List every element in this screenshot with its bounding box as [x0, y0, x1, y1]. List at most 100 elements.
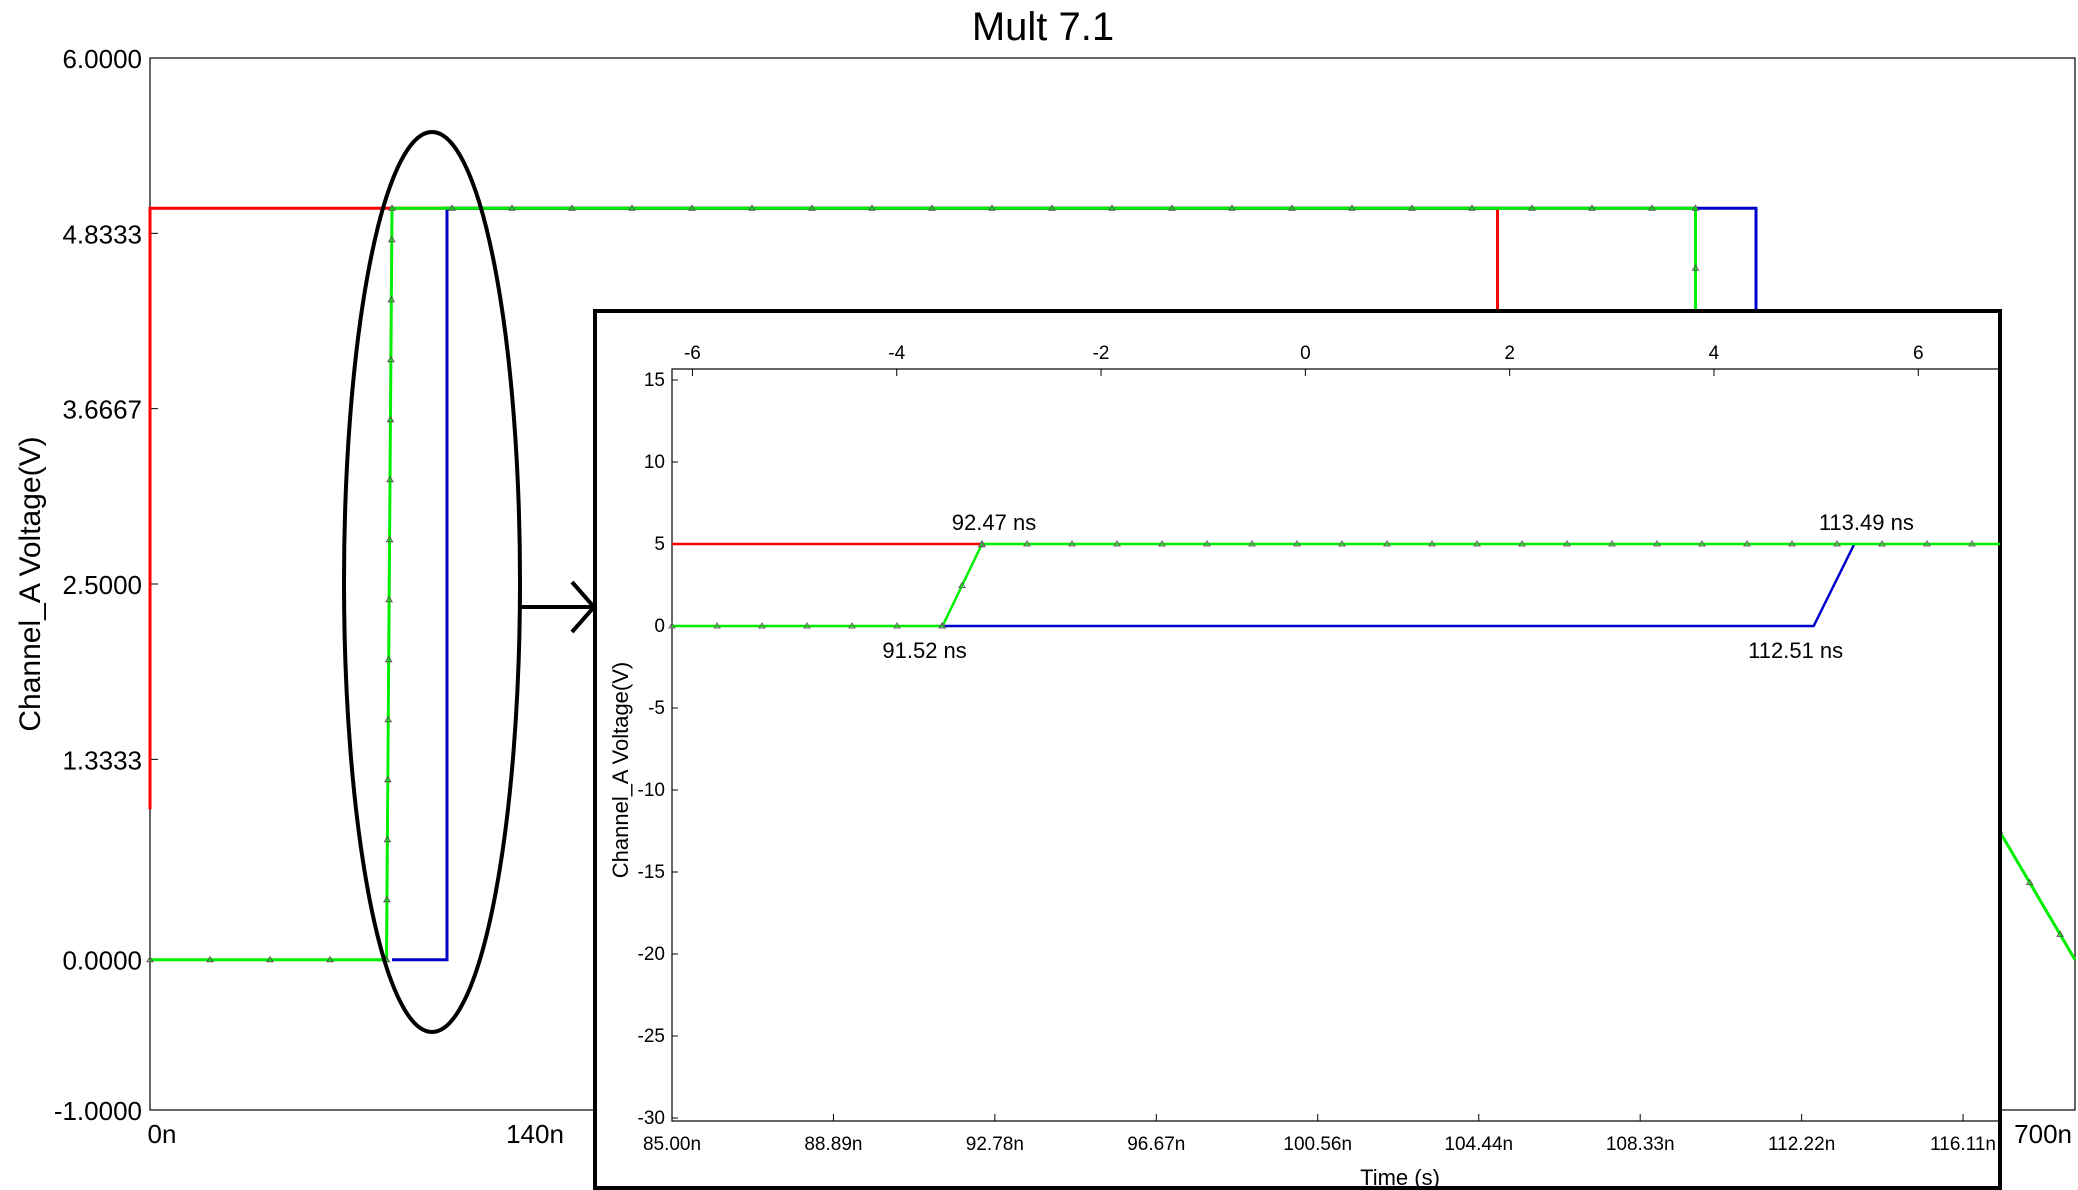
inset-series-marker [893, 622, 901, 629]
inset-series-marker [1923, 540, 1931, 547]
inset-series-marker [938, 622, 947, 629]
inset-x-tick-label: 116.11n [1930, 1134, 1996, 1155]
inset-top-axis-ticks: -6 -4 -2 0 2 4 6 [684, 343, 1924, 376]
main-series-marker [385, 595, 394, 603]
main-series-marker [2025, 878, 2034, 886]
inset-annotation: 113.49 ns [1819, 510, 1914, 535]
inset-y-tick-label: 0 [654, 616, 665, 637]
main-y-tick-label: 3.6667 [62, 395, 142, 425]
inset-series-marker [1968, 540, 1976, 547]
main-series-marker [1288, 204, 1296, 211]
main-series-marker [387, 235, 396, 243]
inset-series-marker [803, 622, 811, 629]
main-series-marker [386, 475, 394, 483]
inset-series-marker [1293, 540, 1301, 547]
inset-series-marker [1698, 540, 1706, 547]
inset-series-marker [1023, 540, 1031, 547]
inset-y-tick-label: 15 [644, 370, 665, 391]
main-series-marker [266, 955, 274, 963]
main-series-marker [628, 204, 636, 211]
main-series-marker [384, 715, 393, 723]
main-series-marker [326, 955, 334, 963]
main-y-tick-label: 6.0000 [62, 44, 142, 74]
main-y-tick-label: -1.0000 [54, 1096, 142, 1126]
main-series-marker [508, 204, 516, 211]
main-series-marker [1048, 204, 1056, 211]
inset-series-marker [1788, 540, 1796, 547]
main-series-marker [1348, 204, 1356, 211]
inset-y-tick-label: -25 [638, 1026, 665, 1047]
main-series-marker [387, 355, 395, 363]
inset-annotations: 92.47 ns 91.52 ns 113.49 ns 112.51 ns [882, 510, 1913, 663]
main-series-marker [2056, 930, 2064, 937]
main-y-tick-label: 4.8333 [62, 219, 142, 249]
main-series-marker [808, 204, 816, 211]
inset-x-tick-label: 92.78n [966, 1134, 1024, 1155]
inset-series-line [672, 542, 2000, 628]
main-series-marker [1648, 204, 1656, 211]
main-y-axis-label: Channel_A Voltage(V) [14, 436, 47, 731]
highlight-ellipse [342, 130, 522, 1034]
inset-series-line [942, 543, 1856, 628]
inset-y-tick-label: -30 [638, 1108, 665, 1129]
inset-y-ticks: 15 10 5 0 -5 -10 -15 -20 -25 -30 [638, 370, 678, 1129]
main-series-marker [206, 955, 214, 963]
inset-x-tick-label: 104.44n [1444, 1134, 1513, 1155]
inset-series-marker [1833, 540, 1841, 547]
main-x-tick-label: 140n [506, 1119, 564, 1149]
inset-chart: Time (s) Channel_A Voltage(V) 15 10 5 0 -5 -1… [593, 309, 2002, 1190]
inset-top-tick-label: 4 [1709, 343, 1720, 364]
chart-title: Mult 7.1 [972, 5, 1114, 49]
inset-series-marker [1158, 540, 1166, 547]
inset-annotation: 91.52 ns [882, 638, 966, 663]
main-series-marker [988, 204, 996, 211]
main-series-marker [568, 204, 576, 211]
inset-y-tick-label: -10 [638, 780, 665, 801]
inset-y-tick-label: -15 [638, 862, 665, 883]
inset-x-tick-label: 96.67n [1127, 1134, 1185, 1155]
main-x-tick-label: 700n [2014, 1119, 2072, 1149]
inset-y-tick-label: -20 [638, 944, 665, 965]
inset-series-marker [1338, 540, 1346, 547]
main-chart: Mult 7.1 Channel_A Voltage(V) 6.0000 4.83… [14, 5, 2077, 1149]
inset-x-tick-label: 85.00n [643, 1134, 701, 1155]
inset-series-marker [758, 622, 766, 629]
inset-y-tick-label: 10 [644, 452, 665, 473]
inset-series-marker [1518, 540, 1526, 547]
inset-series-marker [1428, 540, 1436, 547]
main-y-ticks: 6.0000 4.8333 3.6667 2.5000 1.3333 0.0000 -1.0… [54, 44, 158, 1126]
inset-annotation: 92.47 ns [952, 510, 1036, 535]
main-y-tick-label: 1.3333 [62, 745, 142, 775]
main-series-marker [928, 204, 936, 211]
inset-series [668, 540, 2000, 629]
inset-series-marker [1878, 540, 1886, 547]
main-series-marker [1108, 204, 1116, 211]
inset-series-marker [848, 622, 856, 629]
main-series-marker [1528, 204, 1536, 211]
inset-series-marker [1113, 540, 1121, 547]
main-series-marker [146, 955, 154, 963]
main-series-marker [383, 895, 391, 903]
inset-series-marker [1473, 540, 1481, 547]
inset-series-marker [668, 622, 676, 629]
inset-x-tick-label: 108.33n [1606, 1134, 1675, 1155]
inset-series-marker [1068, 540, 1076, 547]
main-series-marker [1468, 204, 1476, 211]
inset-frame [593, 309, 2002, 1190]
main-series-line [148, 206, 1499, 810]
main-series-marker [1228, 204, 1236, 211]
main-series-marker [688, 204, 696, 211]
main-series-marker [1168, 204, 1176, 211]
main-series-marker [387, 295, 396, 303]
inset-top-tick-label: -6 [684, 343, 701, 364]
inset-top-tick-label: 0 [1300, 343, 1311, 364]
main-series-marker [1691, 204, 1700, 211]
main-x-ticks: 0n 140n 700n [148, 1119, 2072, 1149]
inset-y-tick-label: -5 [648, 698, 665, 719]
inset-x-axis-label: Time (s) [1360, 1165, 1440, 1190]
inset-series-marker [958, 581, 966, 588]
main-y-tick-label: 2.5000 [62, 570, 142, 600]
main-series-marker [1588, 204, 1596, 211]
main-series-marker [1408, 204, 1416, 211]
